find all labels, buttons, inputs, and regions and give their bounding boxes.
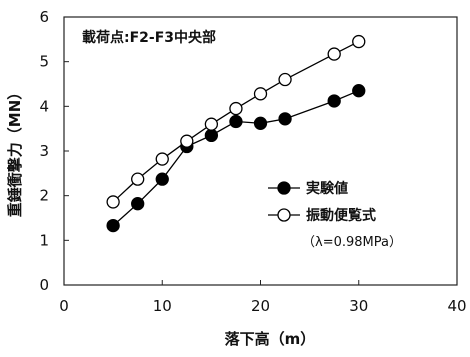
data-point-0 [229, 114, 243, 129]
x-tick-label: 20 [251, 297, 270, 315]
data-point-1 [229, 101, 243, 116]
y-axis-label: 重錘衝撃力（MN） [6, 85, 24, 217]
y-tick-label: 4 [39, 97, 49, 115]
y-tick-label: 0 [39, 276, 49, 294]
x-tick-label: 0 [59, 297, 69, 315]
data-point-0 [204, 128, 219, 143]
data-point-1 [253, 87, 268, 101]
data-point-1 [204, 117, 219, 131]
series-line-0 [112, 90, 360, 227]
data-point-0 [155, 172, 169, 186]
y-tick-label: 3 [39, 142, 49, 160]
x-axis-label: 落下高（m） [225, 330, 316, 348]
ticks-layer: 0 10 20 30 40 0 1 2 3 4 5 6 [39, 8, 466, 315]
y-tick-label: 1 [39, 231, 49, 249]
x-tick-label: 40 [447, 297, 466, 315]
series-layer [106, 34, 366, 233]
legend-label-experimental: 実験値 [306, 180, 348, 197]
data-point-0 [253, 116, 268, 130]
data-point-1 [131, 172, 145, 186]
legend-label-formula: 振動便覧式 [306, 207, 376, 224]
data-point-0 [131, 197, 145, 211]
x-tick-label: 10 [153, 297, 172, 315]
data-point-1 [106, 195, 120, 209]
legend-marker-formula [277, 208, 291, 222]
y-tick-label: 5 [39, 53, 49, 71]
legend-marker-experimental [277, 181, 291, 195]
data-point-1 [180, 134, 194, 148]
y-tick-label: 6 [39, 8, 49, 26]
data-point-0 [278, 112, 292, 126]
annotation-text: 載荷点:F2-F3中央部 [82, 29, 216, 46]
legend-note: （λ=0.98MPa） [302, 235, 402, 250]
data-point-1 [352, 34, 366, 49]
data-point-1 [327, 47, 341, 61]
series-line-1 [112, 40, 360, 203]
data-point-0 [352, 84, 366, 98]
data-point-0 [106, 218, 120, 233]
y-tick-label: 2 [39, 187, 49, 205]
x-tick-label: 30 [349, 297, 368, 315]
data-point-1 [278, 72, 292, 87]
legend: 実験値 振動便覧式 （λ=0.98MPa） [268, 180, 402, 250]
data-point-1 [155, 152, 169, 166]
data-point-0 [327, 94, 341, 108]
